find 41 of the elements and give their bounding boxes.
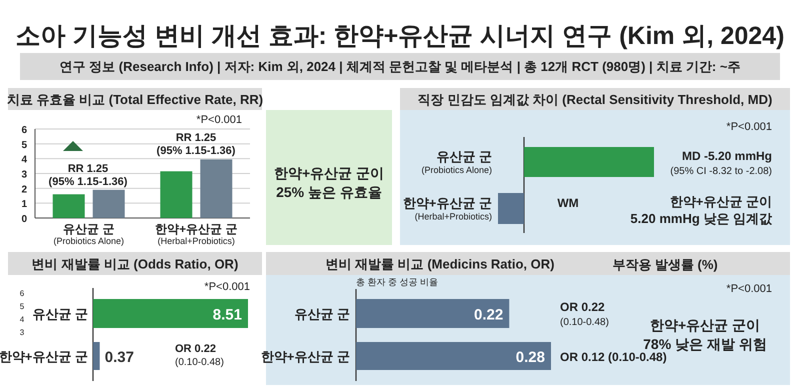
chart-title: 변비 재발률 비교 (Medicins Ratio, OR): [326, 256, 554, 272]
text: *P<0.001: [726, 283, 772, 295]
annotation: RR 1.25 (95% 1.15-1.36): [156, 132, 236, 157]
annotation: OR 0.22 (0.10-0.48): [175, 343, 224, 368]
text: MD -5.20 mmHg (95% CI -8.32 to -2.08): [670, 149, 772, 177]
bar: [200, 159, 232, 218]
annotation: *P<0.001: [204, 281, 250, 293]
y-tick-label: 한약+유산균 군: [260, 349, 350, 364]
bar: [92, 190, 125, 218]
y-tick-label: 한약+유산균 군: [0, 349, 88, 364]
text: 한약+유산균 군이 25% 높은 유효율: [274, 165, 384, 200]
bar: [52, 194, 85, 218]
text: 한약+유산균 군이 78% 낮은 재발 위험: [643, 317, 767, 352]
chart-title: 치료 유효율 비교 (Total Effective Rate, RR): [6, 92, 264, 107]
text: 부작용 발생률 (%): [612, 257, 718, 272]
data-label: 0.37: [104, 349, 134, 366]
text: *P<0.001: [196, 114, 242, 126]
annotation: WM: [557, 196, 579, 210]
y-tick-label: 유산균 군: [32, 306, 88, 322]
text: *P<0.001: [726, 121, 772, 133]
text: 소아 기능성 변비 개선 효과: 한약+유산균 시너지 연구 (Kim 외, 2024): [16, 22, 784, 50]
chart-title: 직장 민감도 임계값 차이 (Rectal Sensitivity Threshold, MD): [418, 92, 772, 107]
bar: [160, 171, 192, 218]
y-tick-label: 3: [21, 170, 28, 180]
annotation: RR 1.25 (95% 1.15-1.36): [48, 163, 128, 188]
y-tick-label: 유산균 군: [294, 306, 350, 322]
y-tick-label: 2: [21, 184, 28, 196]
chart-title: 변비 재발률 비교 (Odds Ratio, OR): [32, 256, 238, 272]
y-tick-label: 4: [21, 154, 28, 166]
text: 연구 정보 (Research Info) | 저자: Kim 외, 2024 | 체계적 문헌고찰 및 메타분석 | 총 12개 RCT (980명) | 치료 기간: ~주: [60, 59, 740, 74]
y-tick-label: 0: [21, 214, 28, 225]
y-tick-label: 5: [21, 140, 28, 151]
annotation: 한약+유산균 군이 5.20 mmHg 낮은 임계값: [630, 194, 773, 226]
y-tick-label: 1: [21, 199, 28, 210]
text: OR 0.12 (0.10-0.48): [560, 350, 667, 364]
chart-subtitle: 총 환자 중 성공 비율: [356, 277, 438, 287]
y-tick-label: 6: [21, 125, 28, 136]
data-label: 8.51: [212, 306, 242, 324]
data-label: 0.22: [474, 306, 504, 324]
data-label: 0.28: [516, 349, 545, 366]
text: OR 0.22 (0.10-0.48): [560, 300, 609, 328]
